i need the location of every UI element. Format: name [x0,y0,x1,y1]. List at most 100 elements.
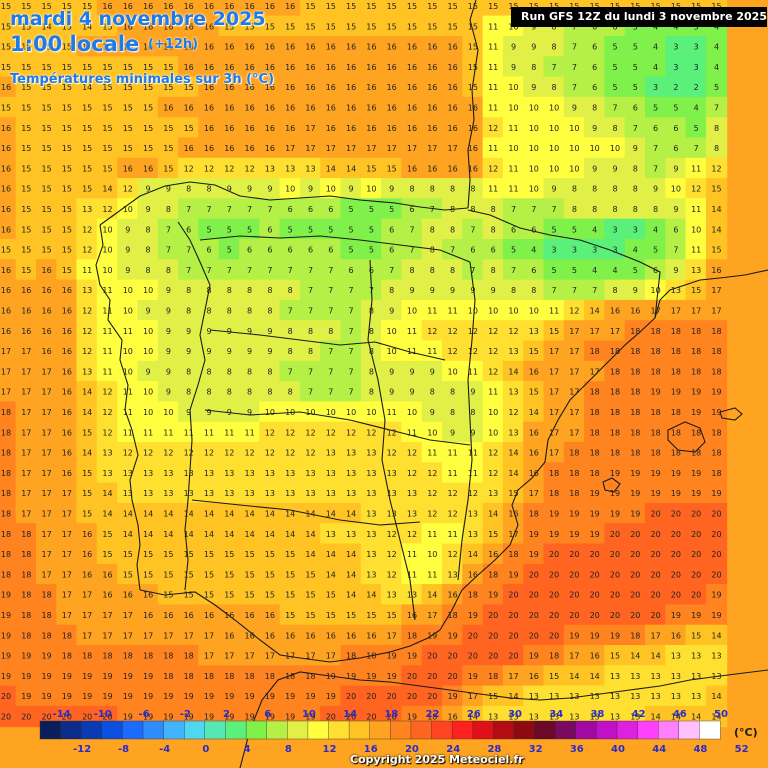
temperature-value: 17 [346,144,356,153]
temperature-cell [705,523,728,545]
temperature-value: 13 [82,205,92,214]
temperature-value: 18 [468,591,478,600]
temperature-value: 9 [186,408,191,417]
temperature-value: 13 [387,510,397,519]
temperature-cell [239,340,261,362]
temperature-cell [482,442,504,464]
temperature-cell [299,462,322,484]
legend-swatch [60,720,82,740]
temperature-cell [462,462,484,484]
temperature-cell [76,442,98,464]
temperature-value: 10 [549,144,559,153]
temperature-value: 6 [308,205,313,214]
temperature-cell [462,279,484,301]
temperature-value: 10 [427,550,437,559]
temperature-cell [563,76,586,98]
temperature-cell [178,442,200,464]
temperature-cell [279,56,301,78]
temperature-value: 8 [288,347,293,356]
temperature-value: 18 [590,388,600,397]
temperature-cell [56,360,78,383]
temperature-value: 20 [488,611,498,620]
temperature-cell [239,259,261,281]
temperature-value: 15 [305,591,315,600]
temperature-value: 9 [552,185,557,194]
temperature-cell [665,96,687,119]
temperature-value: 13 [326,530,336,539]
temperature-value: 13 [82,286,92,295]
temperature-value: 18 [630,367,640,376]
temperature-cell [340,320,362,342]
temperature-value: 12 [123,185,133,194]
legend-swatch [204,720,227,740]
temperature-cell [604,137,626,159]
temperature-value: 8 [186,185,191,194]
temperature-cell [157,117,180,139]
temperature-value: 15 [326,611,336,620]
temperature-cell [543,543,565,565]
temperature-cell [218,563,240,586]
temperature-cell [36,0,58,17]
temperature-cell [462,36,484,58]
temperature-cell [320,442,342,464]
temperature-cell [0,157,17,180]
temperature-value: 17 [407,144,417,153]
temperature-cell [543,462,565,484]
temperature-value: 6 [592,63,597,72]
temperature-cell [563,218,586,240]
temperature-cell [320,218,342,240]
temperature-cell [178,0,200,17]
temperature-cell [563,157,586,180]
temperature-value: 19 [610,510,620,519]
temperature-value: 17 [21,449,31,458]
temperature-cell [665,401,687,423]
temperature-cell [502,482,525,504]
temperature-cell [401,360,423,383]
temperature-cell [381,482,403,504]
temperature-cell [96,482,119,504]
temperature-value: 20 [346,692,356,701]
temperature-value: 20 [691,510,701,519]
temperature-cell [502,523,525,545]
temperature-value: 7 [552,205,557,214]
temperature-value: 16 [62,307,72,316]
temperature-value: 10 [549,104,559,113]
temperature-value: 17 [42,428,52,437]
temperature-cell [56,381,78,403]
temperature-value: 8 [247,307,252,316]
temperature-cell [543,340,565,362]
temperature-value: 7 [328,266,333,275]
temperature-value: 15 [82,489,92,498]
temperature-cell [96,442,119,464]
temperature-cell [462,421,484,443]
temperature-value: 17 [21,428,31,437]
temperature-value: 20 [691,570,701,579]
temperature-cell [178,239,200,261]
temperature-cell [482,0,504,17]
temperature-value: 17 [326,144,336,153]
temperature-value: 15 [468,83,478,92]
temperature-cell [178,56,200,78]
temperature-value: 18 [82,652,92,661]
temperature-value: 17 [62,550,72,559]
temperature-value: 16 [42,307,52,316]
temperature-cell [36,259,58,281]
temperature-value: 15 [42,104,52,113]
temperature-cell [320,117,342,139]
legend-swatch [390,720,412,740]
temperature-value: 18 [123,652,133,661]
temperature-value: 18 [711,327,721,336]
temperature-cell [320,15,342,37]
temperature-value: 19 [651,489,661,498]
temperature-cell [15,421,37,443]
temperature-value: 15 [468,43,478,52]
legend-swatch [245,720,268,740]
temperature-value: 7 [349,347,354,356]
temperature-value: 18 [21,570,31,579]
legend-swatch [513,720,536,740]
temperature-value: 16 [448,83,458,92]
temperature-value: 18 [448,611,458,620]
temperature-cell [584,442,606,464]
temperature-cell [421,137,443,159]
temperature-value: 4 [653,63,658,72]
